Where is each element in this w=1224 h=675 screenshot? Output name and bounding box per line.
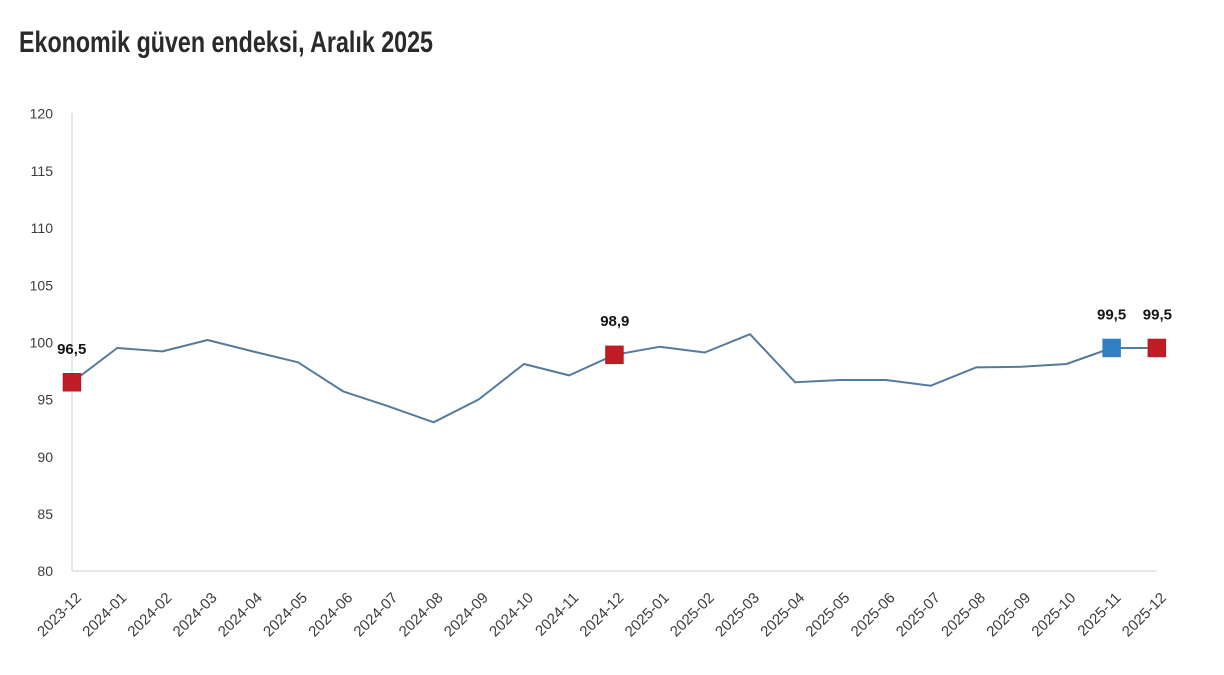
svg-text:2025-08: 2025-08 — [938, 589, 989, 640]
svg-text:2024-06: 2024-06 — [305, 589, 356, 640]
svg-text:2024-12: 2024-12 — [576, 589, 627, 640]
svg-text:2025-06: 2025-06 — [848, 589, 899, 640]
svg-text:95: 95 — [37, 392, 53, 408]
svg-text:2025-11: 2025-11 — [1074, 589, 1124, 639]
svg-text:115: 115 — [31, 163, 54, 179]
svg-text:2025-10: 2025-10 — [1028, 589, 1079, 640]
svg-text:2025-05: 2025-05 — [802, 589, 853, 640]
svg-text:2024-10: 2024-10 — [486, 589, 537, 640]
svg-text:2025-07: 2025-07 — [893, 589, 944, 640]
svg-text:110: 110 — [31, 220, 54, 236]
svg-text:2023-12: 2023-12 — [34, 589, 85, 640]
svg-text:2025-12: 2025-12 — [1119, 589, 1170, 640]
svg-text:120: 120 — [30, 106, 54, 122]
svg-text:2024-01: 2024-01 — [79, 589, 130, 640]
svg-text:2024-03: 2024-03 — [170, 589, 221, 640]
svg-text:2024-02: 2024-02 — [124, 589, 175, 640]
svg-text:2024-05: 2024-05 — [260, 589, 311, 640]
svg-text:2024-09: 2024-09 — [441, 589, 492, 640]
svg-text:90: 90 — [37, 449, 53, 465]
svg-text:100: 100 — [30, 334, 54, 350]
svg-text:2025-03: 2025-03 — [712, 589, 763, 640]
svg-text:96,5: 96,5 — [57, 341, 86, 358]
svg-text:99,5: 99,5 — [1143, 307, 1172, 324]
svg-text:85: 85 — [37, 506, 53, 522]
svg-text:105: 105 — [30, 277, 54, 293]
svg-text:2024-07: 2024-07 — [350, 589, 401, 640]
svg-text:2024-11: 2024-11 — [532, 589, 582, 639]
svg-text:2025-04: 2025-04 — [757, 589, 808, 640]
svg-text:2025-01: 2025-01 — [622, 589, 673, 640]
svg-text:2025-09: 2025-09 — [983, 589, 1034, 640]
svg-text:99,5: 99,5 — [1097, 307, 1126, 324]
svg-text:2025-02: 2025-02 — [667, 589, 718, 640]
svg-text:98,9: 98,9 — [600, 313, 629, 330]
svg-text:80: 80 — [37, 563, 53, 579]
svg-text:2024-04: 2024-04 — [215, 589, 266, 640]
svg-text:2024-08: 2024-08 — [396, 589, 447, 640]
